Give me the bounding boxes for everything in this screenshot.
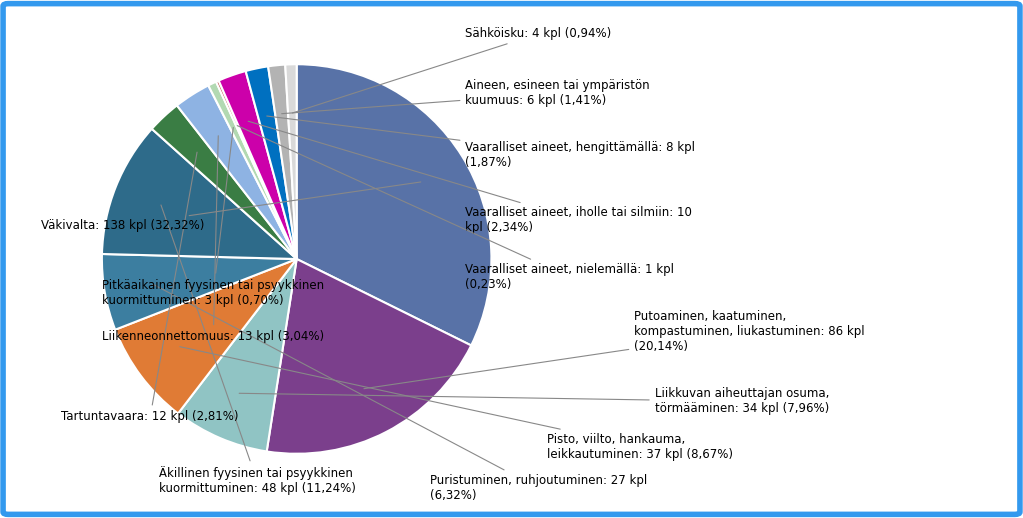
- Text: Väkivalta: 138 kpl (32,32%): Väkivalta: 138 kpl (32,32%): [41, 182, 420, 232]
- Wedge shape: [178, 259, 297, 452]
- Text: Äkillinen fyysinen tai psyykkinen
kuormittuminen: 48 kpl (11,24%): Äkillinen fyysinen tai psyykkinen kuormi…: [159, 205, 355, 495]
- Wedge shape: [268, 65, 297, 259]
- Text: Pitkäaikainen fyysinen tai psyykkinen
kuormittuminen: 3 kpl (0,70%): Pitkäaikainen fyysinen tai psyykkinen ku…: [102, 127, 324, 307]
- Text: Liikkuvan aiheuttajan osuma,
törmääminen: 34 kpl (7,96%): Liikkuvan aiheuttajan osuma, törmääminen…: [239, 387, 829, 415]
- Wedge shape: [219, 71, 297, 259]
- Text: Vaaralliset aineet, nielemällä: 1 kpl
(0,23%): Vaaralliset aineet, nielemällä: 1 kpl (0…: [237, 125, 674, 291]
- Text: Liikenneonnettomuus: 13 kpl (3,04%): Liikenneonnettomuus: 13 kpl (3,04%): [102, 136, 324, 343]
- Wedge shape: [285, 64, 297, 259]
- Text: Vaaralliset aineet, iholle tai silmiin: 10
kpl (2,34%): Vaaralliset aineet, iholle tai silmiin: …: [249, 121, 693, 234]
- Text: Pisto, viilto, hankauma,
leikkautuminen: 37 kpl (8,67%): Pisto, viilto, hankauma, leikkautuminen:…: [180, 347, 733, 461]
- Text: Sähköisku: 4 kpl (0,94%): Sähköisku: 4 kpl (0,94%): [293, 27, 612, 113]
- Wedge shape: [209, 82, 297, 259]
- Text: Vaaralliset aineet, hengittämällä: 8 kpl
(1,87%): Vaaralliset aineet, hengittämällä: 8 kpl…: [267, 116, 696, 169]
- Text: Aineen, esineen tai ympäristön
kuumuus: 6 kpl (1,41%): Aineen, esineen tai ympäristön kuumuus: …: [281, 79, 650, 113]
- Wedge shape: [102, 254, 297, 330]
- Wedge shape: [151, 105, 297, 259]
- Wedge shape: [102, 129, 297, 259]
- Wedge shape: [216, 80, 297, 259]
- Wedge shape: [267, 259, 472, 454]
- Text: Putoaminen, kaatuminen,
kompastuminen, liukastuminen: 86 kpl
(20,14%): Putoaminen, kaatuminen, kompastuminen, l…: [364, 310, 864, 388]
- Wedge shape: [116, 259, 297, 413]
- Wedge shape: [297, 64, 491, 346]
- Wedge shape: [177, 85, 297, 259]
- Wedge shape: [246, 66, 297, 259]
- Text: Puristuminen, ruhjoutuminen: 27 kpl
(6,32%): Puristuminen, ruhjoutuminen: 27 kpl (6,3…: [152, 284, 647, 502]
- Text: Tartuntavaara: 12 kpl (2,81%): Tartuntavaara: 12 kpl (2,81%): [61, 152, 239, 424]
